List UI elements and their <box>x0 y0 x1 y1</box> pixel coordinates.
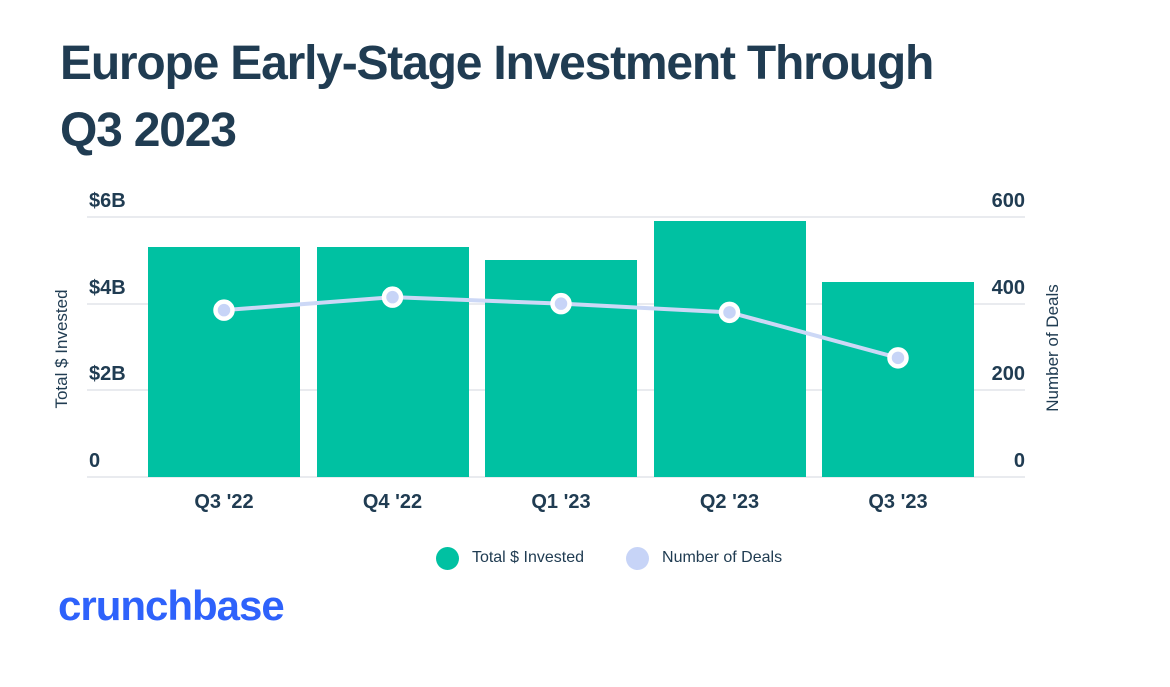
y-axis-tick-right: 400 <box>991 276 1025 299</box>
legend-label-total-invested: Total $ Invested <box>471 549 585 566</box>
x-axis-label: Q4 '22 <box>362 491 423 513</box>
deal-dot <box>213 299 235 321</box>
x-axis-label: Q2 '23 <box>699 491 760 513</box>
y-axis-tick-left: $4B <box>89 276 126 299</box>
deal-dot <box>718 301 741 324</box>
gridline <box>87 476 1025 478</box>
bar <box>653 221 806 477</box>
chart-title-line-1: Europe Early-Stage Investment Through <box>60 37 934 90</box>
left-axis-title: Total $ Invested <box>52 289 71 409</box>
legend-swatch-total-invested-icon <box>435 546 459 570</box>
y-axis-tick-left: 0 <box>89 450 101 472</box>
legend-swatch-number-of-deals-icon <box>626 546 650 570</box>
crunchbase-logo: crunchbase <box>58 582 285 629</box>
y-axis-tick-right: 200 <box>991 363 1025 386</box>
x-axis-label: Q1 '23 <box>531 491 591 513</box>
deals-line-chart <box>213 286 909 369</box>
bar <box>822 282 974 477</box>
legend-item-total-invested: Total $ Invested <box>435 546 585 570</box>
gridline <box>87 216 1025 218</box>
deal-dot <box>381 286 404 308</box>
legend-label-number-of-deals: Number of Deals <box>662 549 783 566</box>
bar <box>316 247 469 477</box>
plot-area: $6B 600 $4B 400 $2B 200 0 0 Q3 '22 Q4 '22 Q1 '23 Q2… <box>87 190 1025 513</box>
bar <box>148 247 300 477</box>
legend-item-number-of-deals: Number of Deals <box>626 546 782 570</box>
y-axis-tick-right: 0 <box>1013 450 1025 472</box>
chart-title-line-2: Q3 2023 <box>60 104 237 157</box>
chart-title: Europe Early-Stage Investment Through Q3… <box>60 30 1100 164</box>
right-axis-title: Number of Deals <box>1043 284 1062 412</box>
y-axis-tick-left: $6B <box>89 190 126 212</box>
y-axis-tick-left: $2B <box>89 363 126 386</box>
y-axis-tick-right: 600 <box>991 190 1025 212</box>
deal-dot <box>550 292 572 315</box>
x-axis-label: Q3 '22 <box>194 491 254 513</box>
x-axis-label: Q3 '23 <box>868 491 928 513</box>
legend: Total $ Invested Number of Deals <box>24 546 1170 570</box>
deal-dot <box>887 347 909 369</box>
